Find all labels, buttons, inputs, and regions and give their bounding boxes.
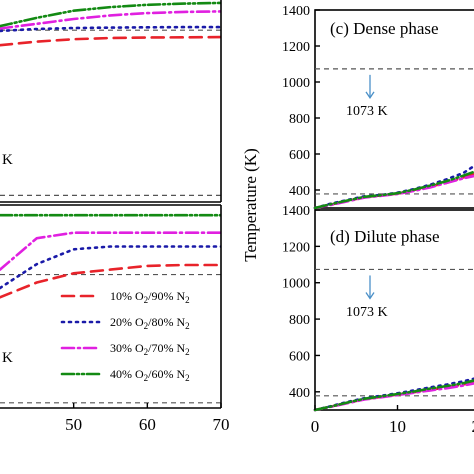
panel-c-y-tick-label: 1400 xyxy=(282,4,310,19)
panel-c-y-tick-label: 600 xyxy=(289,148,310,163)
legend-label-4: 40% O2/60% N2 xyxy=(110,367,190,383)
y-axis-label: Temperature (K) xyxy=(241,148,260,262)
panel-d-x-tick-label: 0 xyxy=(311,417,320,436)
panel-d-x-tick-label: 20 xyxy=(472,417,474,436)
panel-c-y-tick-label: 800 xyxy=(289,112,310,127)
panel-b-series-line-1 xyxy=(0,263,221,299)
panel-d-y-tick-label: 400 xyxy=(289,386,310,401)
legend-label-2: 20% O2/80% N2 xyxy=(110,315,190,331)
panel-b-x-tick-label: 50 xyxy=(65,415,82,434)
panel-c-series-line-4 xyxy=(313,170,474,210)
legend-label-1: 10% O2/90% N2 xyxy=(110,289,190,305)
panel-d-dilute-phase: 400 600 800 1000 1200 1400 0 10 20 (d) Dilute p… xyxy=(282,204,474,436)
panel-a-series-line-3 xyxy=(0,10,221,30)
down-arrow-icon xyxy=(365,74,375,100)
panel-c-reference-label: 1073 K xyxy=(346,104,388,119)
panel-d-y-tick-label: 1000 xyxy=(282,277,310,292)
down-arrow-icon xyxy=(365,275,375,300)
legend: 10% O2/90% N2 20% O2/80% N2 30% O2/70% N2 4… xyxy=(60,289,190,383)
panel-d-y-tick-label: 1200 xyxy=(282,240,310,255)
panel-c-dense-phase: 400 600 800 1000 1200 1400 (c) Dense phase 10… xyxy=(282,4,474,210)
panel-a-series-line-4 xyxy=(0,1,221,28)
panel-c-y-tick-label: 400 xyxy=(289,184,310,199)
panel-c-y-tick-label: 1000 xyxy=(282,76,310,91)
legend-label-3: 30% O2/70% N2 xyxy=(110,341,190,357)
panel-c-y-tick-label: 1200 xyxy=(282,40,310,55)
panel-d-series-line-4 xyxy=(313,379,474,412)
panel-a-series-line-2 xyxy=(0,25,221,33)
panel-b-series-line-3 xyxy=(0,231,221,271)
panel-a-annotation: K xyxy=(2,152,13,168)
panel-a-series-line-1 xyxy=(0,35,221,47)
panel-c-title: (c) Dense phase xyxy=(330,19,439,38)
panel-d-title: (d) Dilute phase xyxy=(330,227,440,246)
panel-b-x-tick-label: 70 xyxy=(213,415,230,434)
panel-b-series-line-2 xyxy=(0,245,221,290)
panel-a-top-left: K xyxy=(0,0,222,203)
panel-b-annotation: K xyxy=(2,350,13,366)
panel-d-y-tick-label: 600 xyxy=(289,349,310,364)
panel-b-x-tick-label: 60 xyxy=(139,415,156,434)
panel-d-reference-label: 1073 K xyxy=(346,305,388,320)
panel-b-bottom-left: K 50 60 70 10% O2/90% N2 20% O2/80% N2 30% O… xyxy=(0,204,230,434)
panel-d-y-tick-label: 800 xyxy=(289,313,310,328)
panel-d-y-tick-label: 1400 xyxy=(282,204,310,219)
panel-d-x-tick-label: 10 xyxy=(389,417,406,436)
panel-d-series-line-3 xyxy=(313,382,474,412)
